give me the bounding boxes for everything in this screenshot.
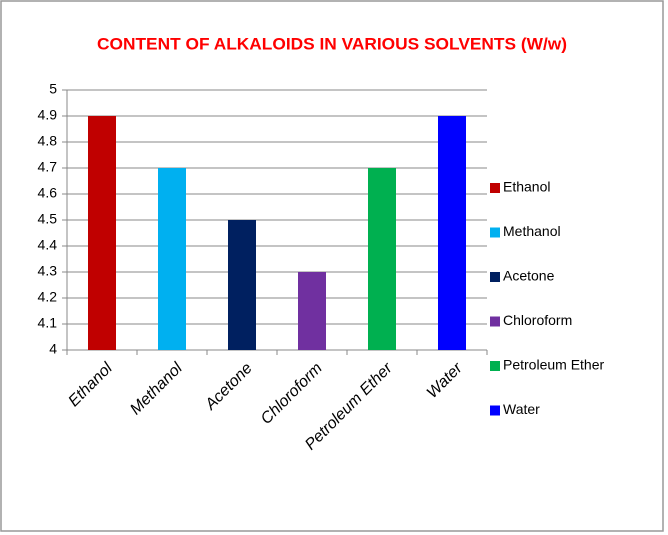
legend-label: Water	[503, 401, 540, 417]
legend-label: Methanol	[503, 223, 561, 239]
bar	[228, 220, 256, 350]
y-tick-label: 4.6	[38, 185, 58, 201]
chart-title: CONTENT OF ALKALOIDS IN VARIOUS SOLVENTS…	[97, 34, 567, 53]
bar	[158, 168, 186, 350]
legend-swatch	[490, 183, 500, 193]
legend-swatch	[490, 227, 500, 238]
y-tick-label: 4.3	[38, 263, 58, 279]
legend-swatch	[490, 361, 500, 371]
y-tick-label: 4.7	[38, 159, 58, 175]
bar	[88, 116, 116, 350]
y-tick-label: 4.1	[38, 315, 58, 331]
legend-swatch	[490, 405, 500, 416]
y-tick-label: 4.9	[38, 107, 58, 123]
bar	[438, 116, 466, 350]
legend-swatch	[490, 272, 500, 282]
y-tick-label: 4.2	[38, 289, 58, 305]
y-tick-label: 4.5	[38, 211, 58, 227]
y-tick-label: 4.8	[38, 133, 58, 149]
legend-label: Chloroform	[503, 312, 572, 328]
legend-label: Acetone	[503, 268, 555, 284]
y-tick-label: 5	[49, 81, 57, 97]
y-tick-label: 4.4	[38, 237, 58, 253]
bar	[298, 272, 326, 350]
legend-swatch	[490, 316, 500, 327]
bar	[368, 168, 396, 350]
legend-label: Ethanol	[503, 179, 550, 195]
legend-label: Petroleum Ether	[503, 357, 604, 373]
y-tick-label: 4	[49, 341, 57, 357]
